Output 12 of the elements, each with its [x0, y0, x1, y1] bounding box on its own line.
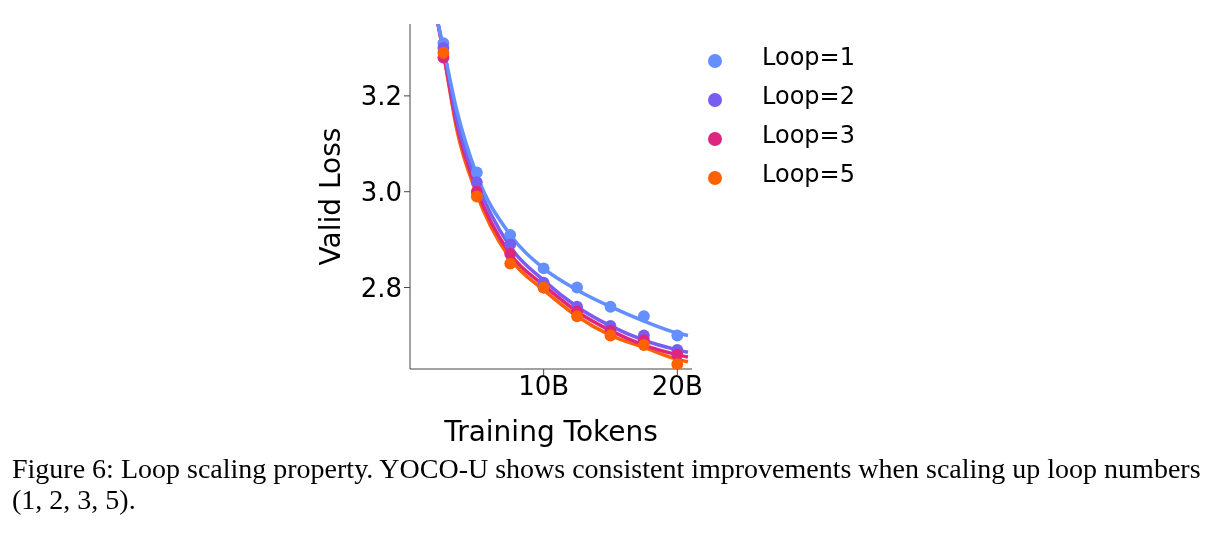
- x-axis-title: Training Tokens: [443, 415, 658, 448]
- legend-label: Loop=1: [762, 43, 855, 71]
- x-tick-label: 20B: [651, 371, 703, 402]
- y-tick-label: 3.2: [360, 81, 402, 112]
- legend-label: Loop=2: [762, 82, 855, 110]
- y-tick-label: 3.0: [360, 176, 402, 207]
- y-tick-label: 2.8: [360, 272, 402, 303]
- x-tick-label: 10B: [518, 371, 570, 402]
- legend-label: Loop=3: [762, 121, 855, 149]
- caption: Figure 6: Loop scaling property. YOCO-U shows consistent improvements when scaling up loop numbers (1, 2, 3, 5).: [12, 453, 1202, 515]
- y-axis-title: Valid Loss: [313, 127, 347, 266]
- legend-label: Loop=5: [762, 160, 855, 188]
